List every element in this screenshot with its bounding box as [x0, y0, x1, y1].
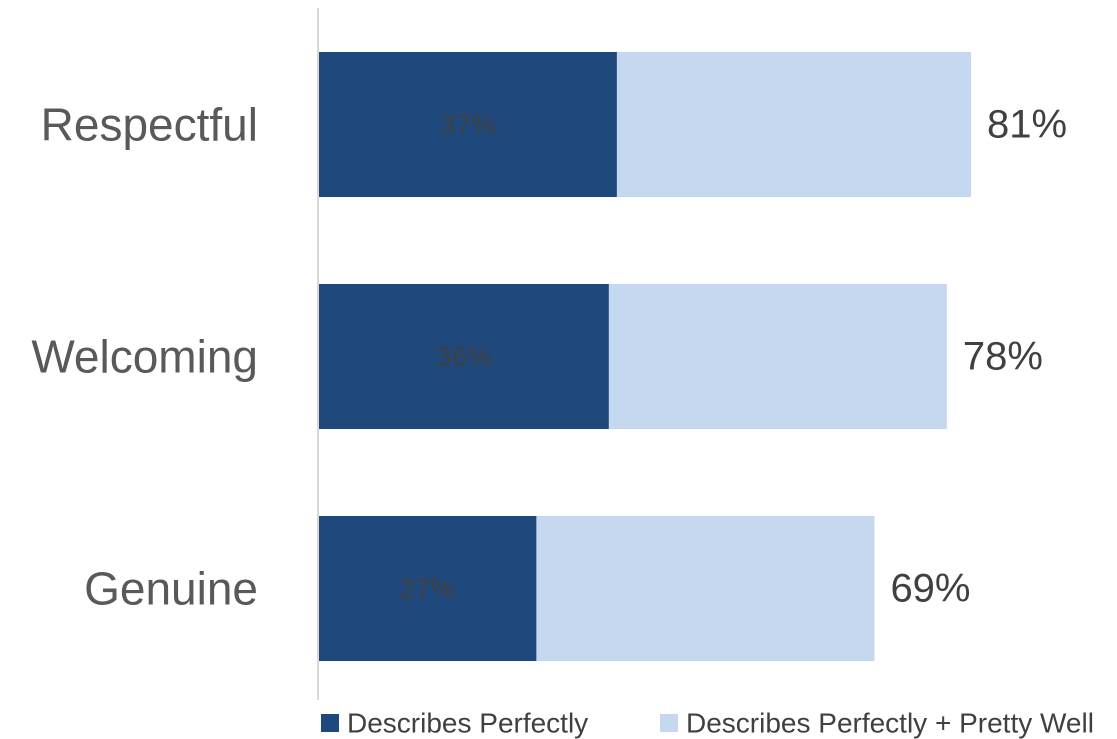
category-label: Genuine — [84, 563, 258, 615]
legend: Describes Perfectly Describes Perfectly +… — [321, 708, 1094, 739]
data-label-total: 81% — [987, 103, 1067, 147]
legend-label-1: Describes Perfectly — [347, 708, 588, 739]
bar-perfectly-genuine — [319, 516, 537, 661]
data-label-inner: 27% — [400, 573, 456, 604]
data-label-total: 69% — [890, 567, 970, 611]
data-label-total: 78% — [963, 335, 1043, 379]
bars-group: Respectful 37% 81% Welcoming 36% 78% Genuine 27… — [31, 52, 1067, 661]
bar-perfectly-welcoming — [319, 284, 609, 429]
legend-swatch-1 — [321, 714, 339, 732]
bar-perfectly-respectful — [319, 52, 617, 197]
category-label: Welcoming — [31, 331, 258, 383]
data-label-inner: 36% — [436, 341, 492, 372]
data-label-inner: 37% — [440, 109, 496, 140]
legend-swatch-2 — [660, 714, 678, 732]
category-label: Respectful — [41, 99, 258, 151]
legend-label-2: Describes Perfectly + Pretty Well — [686, 708, 1094, 739]
